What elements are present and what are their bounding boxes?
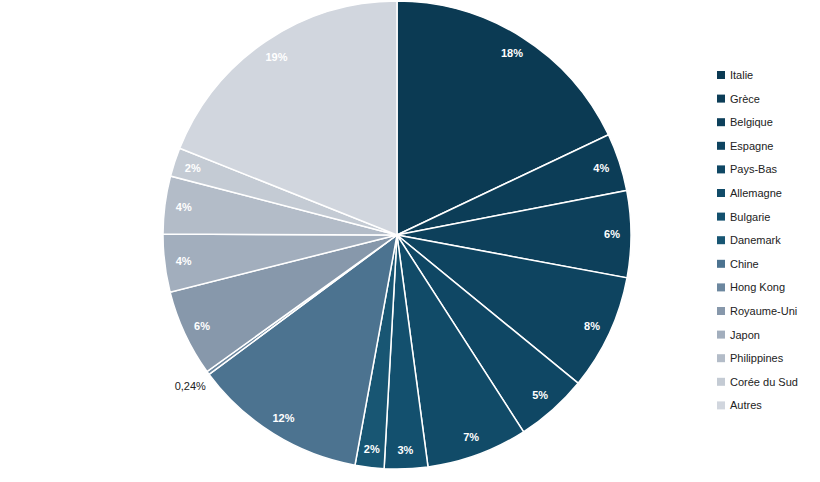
data-label: 4% <box>176 255 192 267</box>
data-label: 19% <box>265 51 287 63</box>
legend-swatch <box>717 165 725 173</box>
data-label: 6% <box>194 320 210 332</box>
legend-entry: Chine <box>717 258 759 270</box>
legend-swatch <box>717 189 725 197</box>
legend-entry: Danemark <box>717 234 781 246</box>
data-label: 3% <box>397 444 413 456</box>
data-label: 12% <box>272 412 294 424</box>
legend-entry: Allemagne <box>717 187 782 199</box>
data-label: 2% <box>364 443 380 455</box>
legend-label: Autres <box>730 399 762 411</box>
legend-label: Italie <box>730 69 753 81</box>
legend-label: Danemark <box>730 234 781 246</box>
legend-entry: Grèce <box>717 93 760 105</box>
data-label: 8% <box>584 320 600 332</box>
chart: 18% 4% 6% 8% 5% 7% 3% 2% 12% 0,24% 6% 4% 4% 2% 19% Ital… <box>0 0 820 482</box>
legend-entry: Autres <box>717 399 762 411</box>
legend-swatch <box>717 118 725 126</box>
legend-label: Hong Kong <box>730 281 785 293</box>
legend-label: Corée du Sud <box>730 376 798 388</box>
legend-entry: Royaume-Uni <box>717 305 797 317</box>
legend-entry: Belgique <box>717 116 773 128</box>
data-label: 5% <box>532 389 548 401</box>
legend-entry: Italie <box>717 69 753 81</box>
data-label: 0,24% <box>175 380 206 392</box>
data-label: 7% <box>463 431 479 443</box>
legend-entry: Espagne <box>717 140 773 152</box>
legend-label: Espagne <box>730 140 773 152</box>
data-label: 4% <box>176 201 192 213</box>
legend-entry: Philippines <box>717 352 784 364</box>
legend-swatch <box>717 236 725 244</box>
legend-swatch <box>717 213 725 221</box>
legend-swatch <box>717 71 725 79</box>
pie-slice <box>163 234 397 292</box>
legend-swatch <box>717 331 725 339</box>
data-label: 18% <box>501 47 523 59</box>
legend-swatch <box>717 283 725 291</box>
data-label: 6% <box>604 228 620 240</box>
legend-entry: Bulgarie <box>717 211 770 223</box>
legend-label: Chine <box>730 258 759 270</box>
legend-label: Royaume-Uni <box>730 305 797 317</box>
legend-swatch <box>717 354 725 362</box>
legend-label: Bulgarie <box>730 211 770 223</box>
legend-swatch <box>717 378 725 386</box>
legend-entry: Hong Kong <box>717 281 785 293</box>
legend-label: Belgique <box>730 116 773 128</box>
legend-label: Allemagne <box>730 187 782 199</box>
legend-entry: Pays-Bas <box>717 163 778 175</box>
legend-swatch <box>717 142 725 150</box>
legend-swatch <box>717 95 725 103</box>
legend-swatch <box>717 260 725 268</box>
legend: Italie Grèce Belgique Espagne Pays-Bas Allema… <box>717 69 798 411</box>
legend-label: Japon <box>730 329 760 341</box>
legend-label: Grèce <box>730 93 760 105</box>
pie-slice <box>180 1 397 235</box>
data-label: 4% <box>593 162 609 174</box>
legend-label: Pays-Bas <box>730 163 778 175</box>
legend-label: Philippines <box>730 352 784 364</box>
data-label: 2% <box>185 162 201 174</box>
legend-swatch <box>717 401 725 409</box>
pie: 18% 4% 6% 8% 5% 7% 3% 2% 12% 0,24% 6% 4% 4% 2% 19% <box>163 1 631 469</box>
legend-entry: Corée du Sud <box>717 376 798 388</box>
legend-swatch <box>717 307 725 315</box>
legend-entry: Japon <box>717 329 760 341</box>
